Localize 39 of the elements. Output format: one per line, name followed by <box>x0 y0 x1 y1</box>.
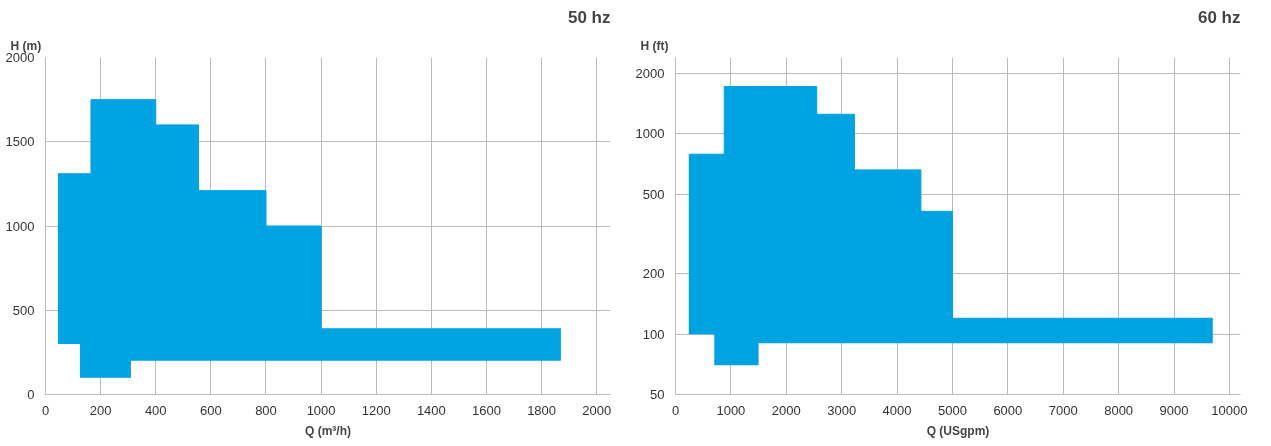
x-tick-label: 1800 <box>527 402 557 418</box>
y-tick-label: 2000 <box>635 65 665 81</box>
y-tick-label: 200 <box>642 266 665 282</box>
x-tick-label: 200 <box>89 402 112 418</box>
x-tick-label: 1000 <box>716 402 746 418</box>
x-tick-label: 10000 <box>1211 402 1248 418</box>
y-tick-label: 1000 <box>5 218 35 234</box>
x-tick-label: 9000 <box>1159 402 1189 418</box>
x-axis-title: Q (m³/h) <box>305 423 351 438</box>
y-tick-label: 500 <box>12 302 35 318</box>
x-tick-label: 400 <box>144 402 167 418</box>
x-tick-label: 600 <box>200 402 222 418</box>
y-tick-label: 1500 <box>5 134 35 150</box>
x-tick-label: 800 <box>255 402 277 418</box>
y-tick-label: 500 <box>642 186 665 202</box>
x-tick-label: 2000 <box>771 402 801 418</box>
y-axis-title: H (m) <box>10 38 42 53</box>
x-tick-label: 8000 <box>1104 402 1134 418</box>
y-tick-label: 50 <box>650 387 665 402</box>
chart-title: 50 hz <box>567 7 611 27</box>
y-tick-label: 100 <box>642 326 665 342</box>
y-tick-label: 1000 <box>635 126 665 142</box>
x-tick-label: 6000 <box>993 402 1023 418</box>
x-tick-label: 1200 <box>361 402 391 418</box>
x-tick-label: 1400 <box>416 402 446 418</box>
x-tick-label: 1600 <box>472 402 501 418</box>
x-tick-label: 7000 <box>1048 402 1078 418</box>
x-tick-label: 2000 <box>582 402 612 418</box>
chart-title: 60 hz <box>1197 7 1241 27</box>
x-tick-label: 0 <box>671 402 680 418</box>
y-tick-label: 0 <box>27 387 35 402</box>
x-tick-label: 4000 <box>882 402 912 418</box>
x-tick-label: 5000 <box>938 402 967 418</box>
x-tick-label: 1000 <box>306 402 336 418</box>
y-tick-label: 2000 <box>5 50 35 65</box>
y-axis-title: H (ft) <box>640 38 669 53</box>
x-tick-label: 0 <box>41 402 50 418</box>
x-tick-label: 3000 <box>827 402 857 418</box>
x-axis-title: Q (USgpm) <box>926 423 990 438</box>
